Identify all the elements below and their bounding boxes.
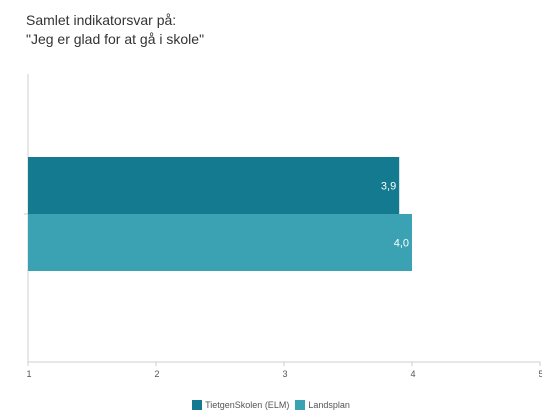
legend-swatch-series-2 bbox=[295, 400, 306, 410]
x-tick-label: 2 bbox=[154, 369, 159, 379]
chart-title: Samlet indikatorsvar på: "Jeg er glad fo… bbox=[26, 11, 204, 49]
legend-item-series-2[interactable]: Landsplan bbox=[295, 399, 350, 411]
bar-2 bbox=[28, 214, 412, 271]
bar-value-label: 4,0 bbox=[394, 238, 409, 250]
x-tick-label: 4 bbox=[410, 369, 415, 379]
legend-swatch-series-1 bbox=[192, 400, 203, 410]
x-tick-label: 3 bbox=[282, 369, 287, 379]
chart-legend: TietgenSkolen (ELM) Landsplan bbox=[0, 399, 542, 411]
bar-1 bbox=[28, 157, 400, 214]
bar-value-label: 3,9 bbox=[381, 181, 396, 193]
legend-label-series-2: Landsplan bbox=[308, 400, 350, 410]
x-tick-label: 1 bbox=[26, 369, 31, 379]
legend-label-series-1: TietgenSkolen (ELM) bbox=[205, 400, 290, 410]
x-tick-label: 5 bbox=[538, 369, 542, 379]
chart-title-line-1: Samlet indikatorsvar på: bbox=[26, 12, 177, 28]
legend-item-series-1[interactable]: TietgenSkolen (ELM) bbox=[192, 399, 289, 411]
chart-title-line-2: "Jeg er glad for at gå i skole" bbox=[26, 31, 205, 47]
